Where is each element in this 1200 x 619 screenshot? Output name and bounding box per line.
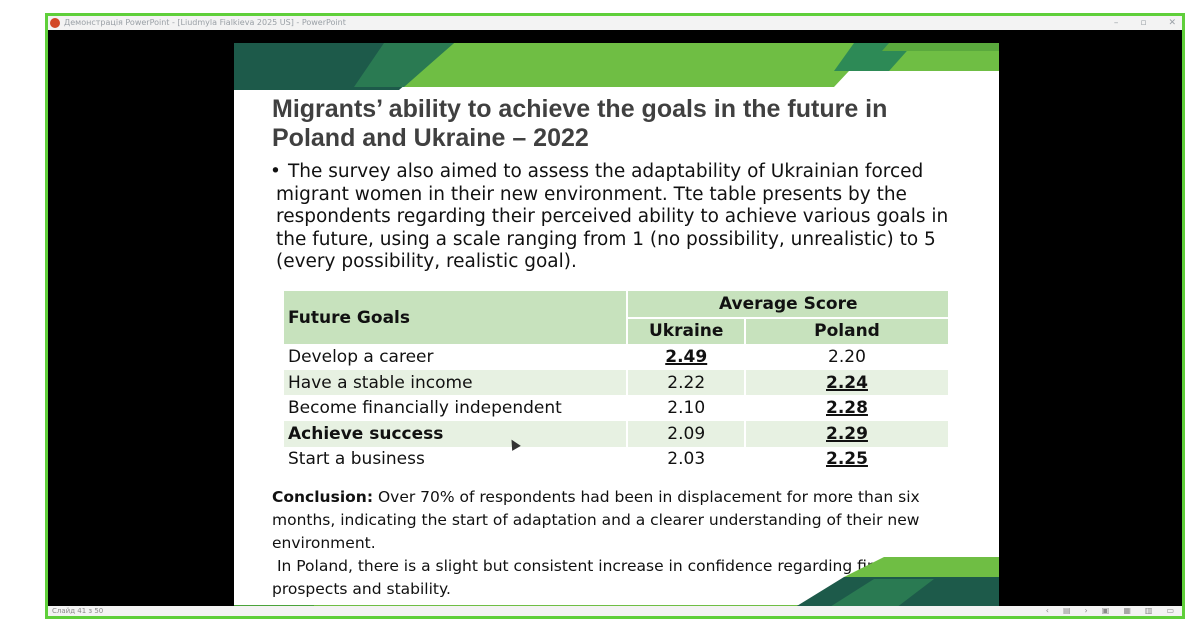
table-header-goals: Future Goals bbox=[284, 291, 627, 345]
slideshow-view-icon[interactable]: ▭ bbox=[1166, 606, 1174, 615]
table-row: Develop a career 2.49 2.20 bbox=[284, 344, 948, 370]
table-row: Start a business 2.03 2.25 bbox=[284, 446, 948, 473]
table-header-poland: Poland bbox=[743, 316, 948, 345]
conclusion-paragraph: Conclusion: Over 70% of respondents had … bbox=[272, 486, 987, 601]
slideshow-nav: ‹ ▤ › ▣ ▦ ▥ ▭ bbox=[1046, 606, 1174, 616]
ukraine-score: 2.03 bbox=[626, 446, 743, 473]
goal-cell: Achieve success bbox=[284, 420, 627, 447]
reading-view-icon[interactable]: ▥ bbox=[1144, 606, 1153, 615]
goal-cell: Become financially independent bbox=[288, 398, 562, 419]
goal-cell: Start a business bbox=[288, 449, 425, 470]
table-row: Become financially independent 2.10 2.28 bbox=[284, 395, 948, 421]
poland-score: 2.29 bbox=[826, 423, 868, 444]
poland-score: 2.20 bbox=[743, 344, 948, 370]
next-slide-button[interactable]: › bbox=[1084, 606, 1088, 615]
slide-sorter-icon[interactable]: ▤ bbox=[1062, 606, 1071, 615]
conclusion-text-2: In Poland, there is a slight but consist… bbox=[272, 557, 923, 598]
table-header-ukraine: Ukraine bbox=[626, 316, 744, 345]
goal-cell: Develop a career bbox=[288, 346, 434, 367]
window-controls: – ▫ ✕ bbox=[1114, 16, 1176, 30]
minimize-button[interactable]: – bbox=[1113, 18, 1119, 28]
powerpoint-icon bbox=[50, 18, 60, 28]
restore-button[interactable]: ▫ bbox=[1140, 18, 1147, 28]
bullet-text: The survey also aimed to assess the adap… bbox=[276, 161, 949, 272]
ukraine-score: 2.22 bbox=[626, 369, 744, 396]
conclusion-label: Conclusion: bbox=[272, 488, 374, 506]
bullet-paragraph: • The survey also aimed to assess the ad… bbox=[270, 161, 970, 274]
table-header-average: Average Score bbox=[626, 291, 948, 317]
normal-view-icon[interactable]: ▣ bbox=[1101, 606, 1110, 615]
table-row: Achieve success 2.09 2.29 bbox=[284, 420, 948, 447]
slide-title: Migrants’ ability to achieve the goals i… bbox=[272, 95, 888, 152]
ukraine-score: 2.09 bbox=[626, 420, 744, 447]
goal-cell: Have a stable income bbox=[284, 369, 627, 396]
ukraine-score: 2.10 bbox=[626, 395, 743, 421]
goals-table: Future Goals Average Score Ukraine Polan… bbox=[284, 291, 948, 473]
title-bar: Демонстрація PowerPoint - [Liudmyla Fial… bbox=[48, 16, 1182, 31]
bullet-symbol: • bbox=[270, 161, 281, 182]
poland-score: 2.25 bbox=[826, 449, 868, 470]
status-bar: Слайд 41 з 50 ‹ ▤ › ▣ ▦ ▥ ▭ bbox=[48, 606, 1182, 616]
poland-score: 2.24 bbox=[826, 372, 868, 393]
conclusion-text: Over 70% of respondents had been in disp… bbox=[272, 488, 920, 552]
poland-score: 2.28 bbox=[826, 398, 868, 419]
window-title: Демонстрація PowerPoint - [Liudmyla Fial… bbox=[64, 18, 346, 27]
slide-header-decoration bbox=[234, 43, 999, 90]
slide: Migrants’ ability to achieve the goals i… bbox=[234, 43, 999, 616]
table-row: Have a stable income 2.22 2.24 bbox=[284, 369, 948, 396]
grid-view-icon[interactable]: ▦ bbox=[1123, 606, 1131, 615]
slide-counter: Слайд 41 з 50 bbox=[52, 607, 104, 615]
ukraine-score: 2.49 bbox=[665, 346, 708, 367]
previous-slide-button[interactable]: ‹ bbox=[1045, 606, 1049, 615]
slide-stage: Migrants’ ability to achieve the goals i… bbox=[48, 30, 1182, 616]
close-button[interactable]: ✕ bbox=[1168, 18, 1176, 28]
presentation-window: Демонстрація PowerPoint - [Liudmyla Fial… bbox=[45, 13, 1185, 619]
